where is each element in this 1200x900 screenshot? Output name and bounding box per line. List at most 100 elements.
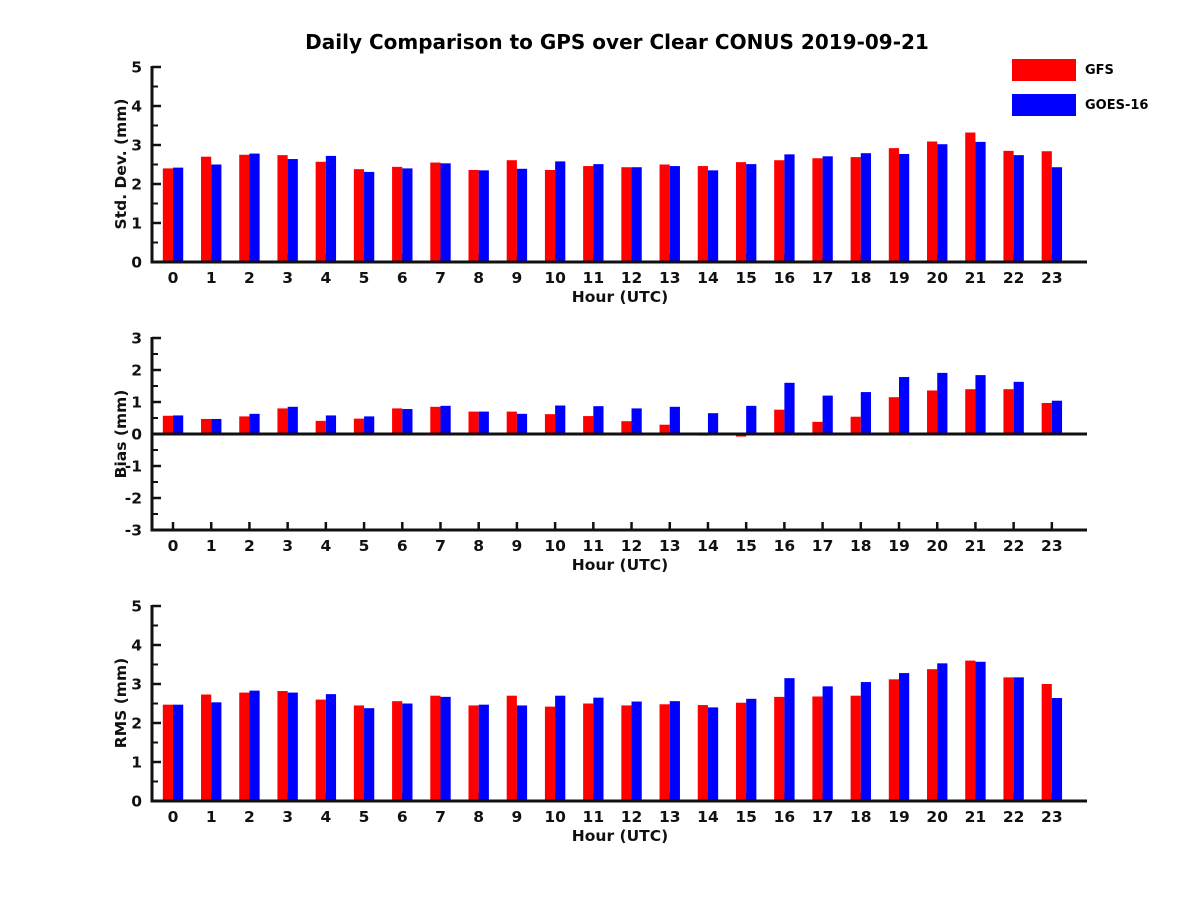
svg-text:10: 10 xyxy=(544,537,566,555)
gfs-color-swatch xyxy=(1012,59,1076,81)
svg-text:10: 10 xyxy=(544,808,566,826)
svg-text:11: 11 xyxy=(583,537,605,555)
svg-text:0: 0 xyxy=(131,254,142,272)
svg-text:18: 18 xyxy=(850,269,872,287)
svg-text:0: 0 xyxy=(131,426,142,444)
svg-text:4: 4 xyxy=(320,808,331,826)
svg-text:2: 2 xyxy=(131,715,142,733)
svg-text:15: 15 xyxy=(735,537,757,555)
legend-label-goes16: GOES-16 xyxy=(1085,97,1149,113)
svg-text:6: 6 xyxy=(397,537,408,555)
svg-text:14: 14 xyxy=(697,269,719,287)
svg-text:6: 6 xyxy=(397,269,408,287)
svg-text:21: 21 xyxy=(965,537,987,555)
svg-text:23: 23 xyxy=(1041,808,1063,826)
svg-text:-1: -1 xyxy=(125,458,142,476)
svg-text:22: 22 xyxy=(1003,808,1025,826)
svg-text:1: 1 xyxy=(131,754,142,772)
svg-text:13: 13 xyxy=(659,537,681,555)
svg-text:12: 12 xyxy=(621,537,643,555)
svg-text:15: 15 xyxy=(735,808,757,826)
svg-text:8: 8 xyxy=(473,537,484,555)
svg-text:1: 1 xyxy=(131,394,142,412)
legend-label-gfs: GFS xyxy=(1085,62,1114,78)
svg-text:20: 20 xyxy=(926,808,948,826)
svg-text:7: 7 xyxy=(435,537,446,555)
svg-text:0: 0 xyxy=(131,793,142,811)
svg-text:6: 6 xyxy=(397,808,408,826)
svg-text:1: 1 xyxy=(206,537,217,555)
svg-text:5: 5 xyxy=(359,808,370,826)
svg-text:4: 4 xyxy=(320,537,331,555)
svg-text:0: 0 xyxy=(168,808,179,826)
svg-text:19: 19 xyxy=(888,269,910,287)
svg-text:22: 22 xyxy=(1003,537,1025,555)
svg-text:7: 7 xyxy=(435,269,446,287)
svg-text:2: 2 xyxy=(131,176,142,194)
svg-text:23: 23 xyxy=(1041,269,1063,287)
svg-text:9: 9 xyxy=(512,269,523,287)
svg-text:9: 9 xyxy=(512,808,523,826)
svg-text:2: 2 xyxy=(244,269,255,287)
stddev-x-axis-label: Hour (UTC) xyxy=(571,288,669,306)
svg-text:19: 19 xyxy=(888,537,910,555)
legend: GFS GOES-16 xyxy=(1012,59,1148,129)
svg-text:1: 1 xyxy=(206,808,217,826)
svg-text:14: 14 xyxy=(697,808,719,826)
rms-y-axis-label: RMS (mm) xyxy=(112,657,130,749)
svg-text:7: 7 xyxy=(435,808,446,826)
svg-text:8: 8 xyxy=(473,808,484,826)
svg-text:3: 3 xyxy=(131,330,142,348)
svg-text:18: 18 xyxy=(850,537,872,555)
svg-text:-2: -2 xyxy=(125,490,142,508)
svg-text:4: 4 xyxy=(131,637,142,655)
svg-text:3: 3 xyxy=(282,537,293,555)
svg-text:21: 21 xyxy=(965,269,987,287)
svg-text:4: 4 xyxy=(320,269,331,287)
bias-y-axis-label: Bias (mm) xyxy=(112,389,130,479)
svg-text:5: 5 xyxy=(359,537,370,555)
svg-text:3: 3 xyxy=(131,676,142,694)
svg-text:12: 12 xyxy=(621,269,643,287)
svg-text:0: 0 xyxy=(168,269,179,287)
svg-text:11: 11 xyxy=(583,269,605,287)
svg-text:19: 19 xyxy=(888,808,910,826)
svg-text:12: 12 xyxy=(621,808,643,826)
svg-text:2: 2 xyxy=(244,808,255,826)
svg-text:13: 13 xyxy=(659,269,681,287)
svg-text:5: 5 xyxy=(131,59,142,77)
svg-text:22: 22 xyxy=(1003,269,1025,287)
bias-x-axis-label: Hour (UTC) xyxy=(571,556,669,574)
legend-item-gfs: GFS xyxy=(1012,59,1148,81)
svg-text:15: 15 xyxy=(735,269,757,287)
svg-text:21: 21 xyxy=(965,808,987,826)
svg-text:11: 11 xyxy=(583,808,605,826)
svg-text:3: 3 xyxy=(131,137,142,155)
svg-text:0: 0 xyxy=(168,537,179,555)
chart-title: Daily Comparison to GPS over Clear CONUS… xyxy=(305,30,929,54)
legend-item-goes16: GOES-16 xyxy=(1012,94,1148,116)
svg-text:3: 3 xyxy=(282,808,293,826)
svg-text:1: 1 xyxy=(206,269,217,287)
svg-text:16: 16 xyxy=(774,808,796,826)
svg-text:1: 1 xyxy=(131,215,142,233)
svg-text:4: 4 xyxy=(131,98,142,116)
svg-text:18: 18 xyxy=(850,808,872,826)
goes16-color-swatch xyxy=(1012,94,1076,116)
svg-text:20: 20 xyxy=(926,537,948,555)
svg-text:2: 2 xyxy=(244,537,255,555)
svg-text:16: 16 xyxy=(774,269,796,287)
svg-text:17: 17 xyxy=(812,269,834,287)
svg-text:17: 17 xyxy=(812,808,834,826)
svg-text:3: 3 xyxy=(282,269,293,287)
svg-text:14: 14 xyxy=(697,537,719,555)
svg-text:-3: -3 xyxy=(125,522,142,540)
svg-text:20: 20 xyxy=(926,269,948,287)
svg-text:8: 8 xyxy=(473,269,484,287)
svg-text:5: 5 xyxy=(359,269,370,287)
svg-text:5: 5 xyxy=(131,598,142,616)
svg-text:17: 17 xyxy=(812,537,834,555)
rms-x-axis-label: Hour (UTC) xyxy=(571,827,669,845)
